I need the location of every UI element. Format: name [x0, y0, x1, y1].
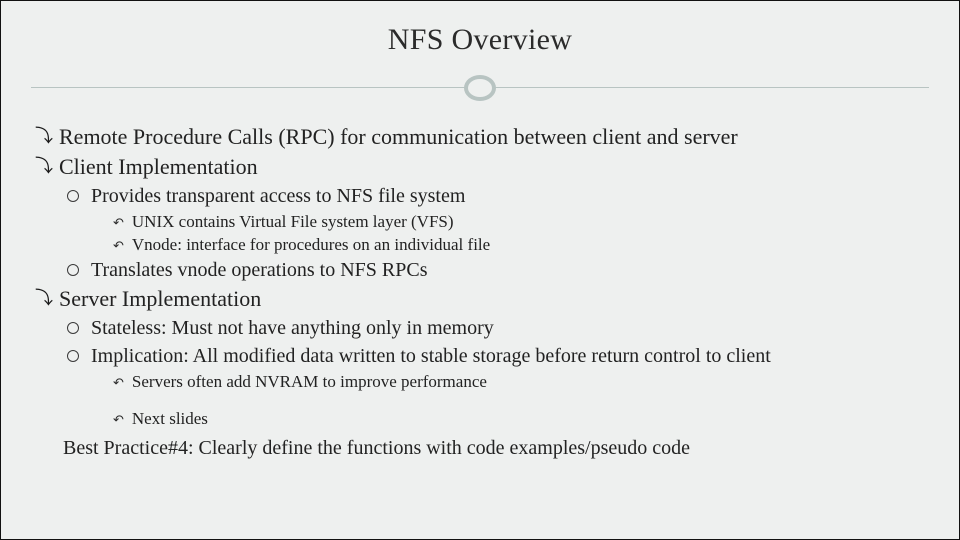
slide-body: ⤵ Remote Procedure Calls (RPC) for commu…: [31, 123, 929, 461]
bullet-lvl3: ↶ Vnode: interface for procedures on an …: [113, 234, 929, 257]
slide-container: NFS Overview ⤵ Remote Procedure Calls (R…: [0, 0, 960, 540]
swirl-bullet-icon: ⤵: [35, 123, 53, 150]
bullet-lvl2: Provides transparent access to NFS file …: [67, 183, 929, 210]
return-arrow-icon: ↶: [113, 214, 124, 232]
bullet-text: UNIX contains Virtual File system layer …: [132, 211, 454, 234]
hollow-circle-icon: [67, 190, 79, 202]
slide-title: NFS Overview: [31, 23, 929, 57]
bullet-lvl2: Implication: All modified data written t…: [67, 343, 929, 370]
title-divider: [31, 75, 929, 101]
spacer: [35, 394, 929, 408]
hollow-circle-icon: [67, 264, 79, 276]
bullet-text: Servers often add NVRAM to improve perfo…: [132, 371, 487, 394]
swirl-bullet-icon: ⤵: [35, 285, 53, 312]
bullet-text: Client Implementation: [59, 153, 258, 181]
return-arrow-icon: ↶: [113, 374, 124, 392]
divider-circle-icon: [464, 75, 496, 101]
hollow-circle-icon: [67, 350, 79, 362]
bullet-text: Server Implementation: [59, 285, 261, 313]
bullet-lvl3: ↶ UNIX contains Virtual File system laye…: [113, 211, 929, 234]
bullet-lvl3: ↶ Servers often add NVRAM to improve per…: [113, 371, 929, 394]
bullet-lvl2: Translates vnode operations to NFS RPCs: [67, 257, 929, 284]
bullet-lvl1: ⤵ Server Implementation: [35, 285, 929, 313]
hollow-circle-icon: [67, 322, 79, 334]
bullet-lvl1: ⤵ Client Implementation: [35, 153, 929, 181]
bullet-text: Vnode: interface for procedures on an in…: [132, 234, 490, 257]
return-arrow-icon: ↶: [113, 237, 124, 255]
bullet-text: Remote Procedure Calls (RPC) for communi…: [59, 123, 738, 151]
bullet-lvl3: ↶ Next slides: [113, 408, 929, 431]
bullet-text: Stateless: Must not have anything only i…: [91, 315, 494, 342]
bullet-text: Provides transparent access to NFS file …: [91, 183, 465, 210]
return-arrow-icon: ↶: [113, 411, 124, 429]
footnote-text: Best Practice#4: Clearly define the func…: [63, 435, 929, 461]
swirl-bullet-icon: ⤵: [35, 153, 53, 180]
bullet-text: Translates vnode operations to NFS RPCs: [91, 257, 428, 284]
bullet-text: Implication: All modified data written t…: [91, 343, 771, 370]
bullet-text: Next slides: [132, 408, 208, 431]
bullet-lvl1: ⤵ Remote Procedure Calls (RPC) for commu…: [35, 123, 929, 151]
bullet-lvl2: Stateless: Must not have anything only i…: [67, 315, 929, 342]
